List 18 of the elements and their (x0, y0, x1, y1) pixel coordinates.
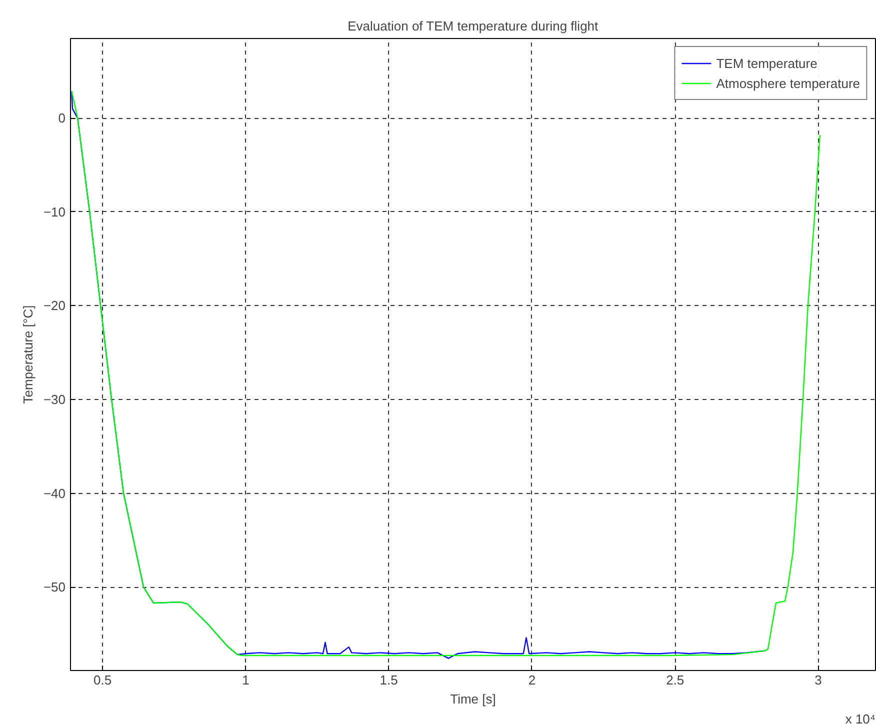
x-tick-label: 0.5 (94, 672, 112, 688)
y-tick-label: −10 (43, 204, 66, 220)
x-axis-title: Time [s] (450, 692, 496, 706)
y-tick-label: −40 (43, 486, 66, 501)
y-tick-label: −30 (43, 392, 66, 408)
y-tick-label: −20 (43, 298, 66, 314)
x-tick-label: 3 (814, 672, 822, 688)
y-tick-label: 0 (58, 110, 66, 126)
text: x 10⁴ (845, 712, 876, 726)
x-tick-label: 1 (242, 672, 250, 688)
x-tick-label: 1.5 (380, 672, 398, 688)
chart-title: Evaluation of TEM temperature during flight (348, 18, 599, 34)
y-axis-title: Temperature [°C] (20, 305, 36, 404)
x-tick-label: 2.5 (666, 672, 684, 688)
x-tick-label: 2 (528, 672, 536, 688)
y-tick-label: −50 (43, 580, 66, 595)
legend-label: TEM temperature (716, 56, 818, 70)
legend-label: Atmosphere temperature (716, 76, 860, 90)
